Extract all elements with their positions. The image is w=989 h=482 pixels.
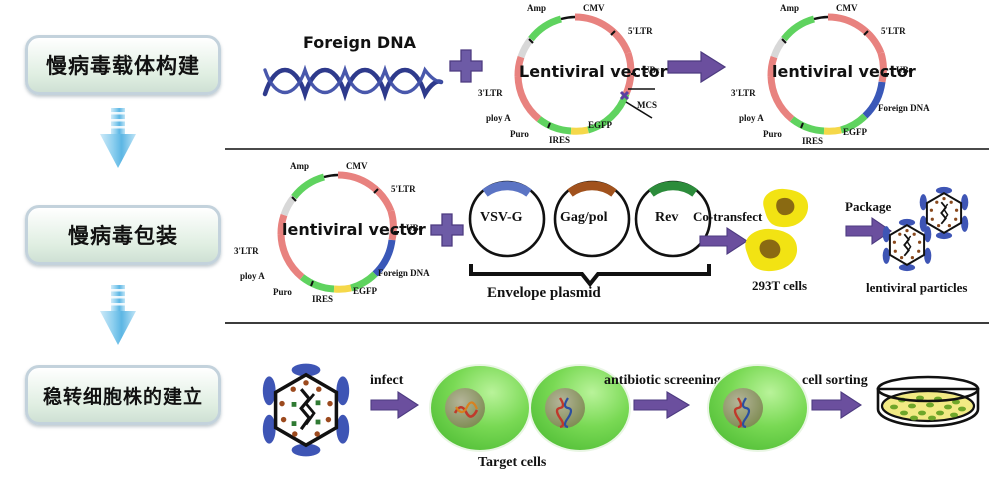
helper-plasmid-gagpol [551,178,633,260]
plasmid-map-lentiviral-vector [495,10,655,145]
feature-puro: Puro [510,129,529,139]
helper-plasmid-rev [632,178,714,260]
foreign-dna-title: Foreign DNA [303,33,416,52]
stage-label-text: 慢病毒载体构建 [46,54,200,78]
lentiviral-particle-upper [917,186,971,240]
helper-plasmid-label-rev: Rev [655,210,679,225]
plasmid-b-name: lentiviral vector [772,62,916,81]
arrow-infect [370,390,420,420]
feature-egfp: EGFP [588,120,612,130]
feature-ubc: UBc [406,223,423,233]
envelope-plasmid-bracket [469,262,711,288]
feature-ploya: ploy A [739,113,764,123]
infect-label: infect [370,373,404,388]
arrow-co-transfect [699,226,749,256]
feature-ires: IRES [549,135,571,145]
arrow-to-recombinant-vector [667,50,727,84]
feature-ploya: ploy A [240,271,265,281]
stage-label-text: 慢病毒包装 [68,224,178,248]
selected-cell [702,358,812,458]
arrow-package [845,216,892,246]
package-label: Package [845,199,892,214]
plasmid-a-name: Lentiviral vector [519,62,668,81]
stage-label-text: 稳转细胞株的建立 [42,385,203,408]
petri-dish [874,375,982,445]
plus-sign-2 [429,212,465,248]
feature-3ltr: 3'LTR [731,88,756,98]
feature-foreign-dna: Foreign DNA [878,103,930,113]
feature-egfp: EGFP [353,286,377,296]
dna-double-helix [262,56,444,106]
antibiotic-screening-label: antibiotic screening [604,373,721,388]
helper-plasmid-label-gagpol: Gag/pol [560,210,608,225]
lentiviral-particle-lower [880,218,934,272]
feature-cmv: CMV [836,3,858,13]
feature-puro: Puro [273,287,292,297]
envelope-plasmid-label: Envelope plasmid [487,285,601,301]
feature-amp: Amp [290,161,310,171]
target-cell-1 [424,358,534,458]
feature-amp: Amp [780,3,800,13]
helper-plasmid-vsvg [466,178,548,260]
feature-ubc: UBc [896,65,913,75]
plasmid-map-recombinant-vector [748,10,908,145]
cell-293t-upper [756,186,812,230]
co-transfect-label: Co-transfect [693,209,763,224]
feature-ubc: UBc [643,65,660,75]
feature-3ltr: 3'LTR [234,246,259,256]
feature-5ltr: 5'LTR [881,26,906,36]
feature-foreign-dna: Foreign DNA [378,268,430,278]
cells-293t-label: 293T cells [752,278,808,293]
stage-label-lentiviral-vector-construction: 慢病毒载体构建 [25,35,221,95]
feature-puro: Puro [763,129,782,139]
feature-egfp: EGFP [843,127,867,137]
cell-293t-lower [740,226,802,274]
helper-plasmid-label-vsvg: VSV-G [480,210,523,225]
feature-5ltr: 5'LTR [391,184,416,194]
feature-ires: IRES [802,136,824,146]
row-divider-1 [225,148,989,150]
plasmid-c-name: lentiviral vector [282,220,426,239]
stage-label-lentiviral-packaging: 慢病毒包装 [25,205,221,265]
stage-label-stable-cell-line-establishment: 稳转细胞株的建立 [25,365,221,425]
arrow-cell-sorting [811,390,863,420]
plus-sign-1 [448,48,484,84]
target-cell-2 [524,358,634,458]
lentiviral-particles-label: lentiviral particles [866,280,968,295]
mcs-marker [619,88,655,119]
blue-down-arrow-1 [98,108,138,170]
arrow-antibiotic-screening [633,391,691,419]
plasmid-map-packaging-vector [258,168,418,303]
virus-particle-infecting [258,362,354,458]
target-cells-label: Target cells [478,455,547,470]
feature-cmv: CMV [346,161,368,171]
feature-mcs: MCS [637,100,657,110]
feature-amp: Amp [527,3,547,13]
blue-down-arrow-2 [98,285,138,347]
feature-ires: IRES [312,294,334,304]
feature-cmv: CMV [583,3,605,13]
feature-3ltr: 3'LTR [478,88,503,98]
feature-ploya: ploy A [486,113,511,123]
cell-sorting-label: cell sorting [802,373,868,388]
feature-5ltr: 5'LTR [628,26,653,36]
row-divider-2 [225,322,989,324]
